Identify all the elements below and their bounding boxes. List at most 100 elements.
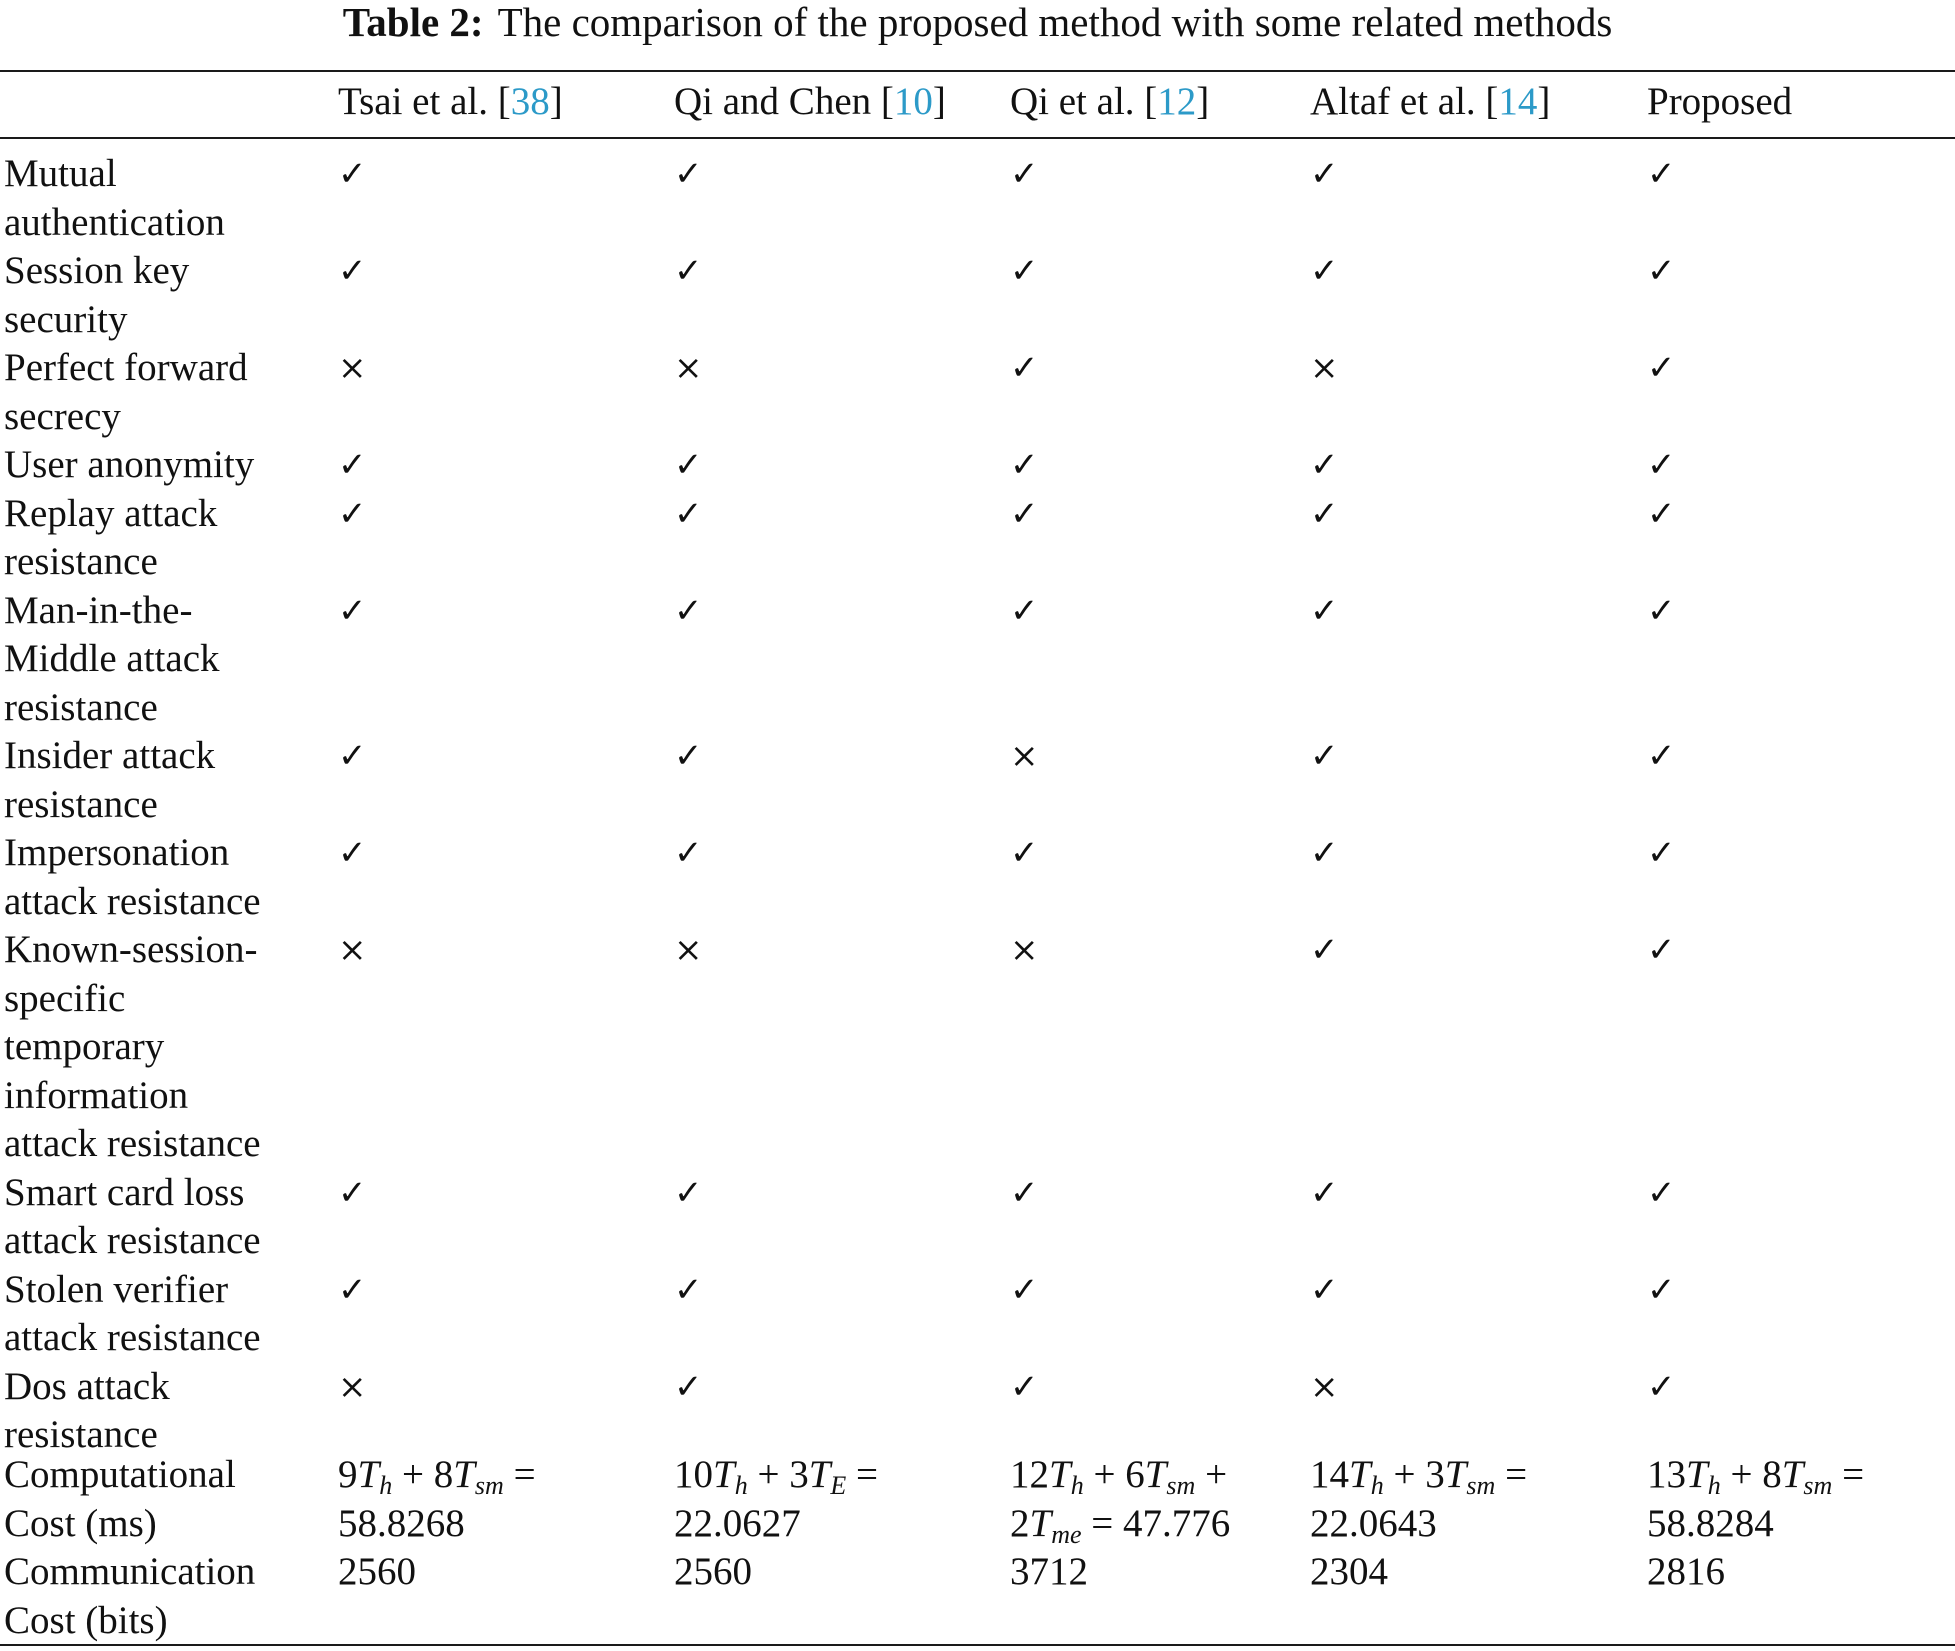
row-label-line: User anonymity — [4, 443, 255, 486]
cost-formula-result: 58.8268 — [338, 1501, 465, 1545]
check-mark-icon: ✓ — [1010, 154, 1039, 194]
check-mark-icon: ✓ — [1010, 1269, 1039, 1310]
row-label-line: attack resistance — [4, 879, 261, 923]
cost-formula: 14Th + 3Tsm = — [1310, 1453, 1528, 1500]
citation-bracket: ] — [1537, 80, 1551, 123]
check-mark-icon: ✓ — [1310, 930, 1339, 970]
row-label: User anonymity — [4, 441, 254, 490]
row-label-line: Dos attack — [4, 1364, 170, 1408]
check-mark-icon: ✓ — [338, 445, 367, 485]
check-mark-icon: ✓ — [1310, 590, 1339, 631]
check-mark-icon: ✓ — [338, 833, 367, 873]
cross-mark-icon: × — [338, 1366, 367, 1407]
column-header-name: Qi and Chen [ — [674, 80, 894, 123]
header-rule — [0, 137, 1955, 139]
row-label: Perfect forward secrecy — [4, 344, 248, 441]
top-rule — [0, 70, 1955, 72]
check-mark-icon: ✓ — [1310, 1269, 1339, 1310]
row-label-line: information — [4, 1073, 189, 1117]
cross-mark-icon: × — [338, 348, 367, 388]
cost-formula-result: 2Tme = 47.776 — [1010, 1501, 1231, 1549]
cost-value: 10Th + 3TE = 22.0627 — [674, 1451, 878, 1548]
cross-mark-icon: × — [1310, 348, 1339, 388]
check-mark-icon: ✓ — [1647, 1172, 1676, 1213]
cost-value: 2560 — [338, 1550, 416, 1593]
check-mark-icon: ✓ — [1310, 251, 1339, 291]
citation-link[interactable]: 38 — [510, 80, 550, 123]
cost-value: 3712 — [1010, 1550, 1088, 1593]
row-label: Impersonation attack resistance — [4, 829, 261, 926]
check-mark-icon: ✓ — [1647, 1269, 1676, 1310]
check-mark-icon: ✓ — [1647, 930, 1676, 970]
check-mark-icon: ✓ — [1647, 251, 1676, 291]
citation-bracket: ] — [549, 80, 563, 123]
row-label: Session key security — [4, 247, 189, 344]
check-mark-icon: ✓ — [1010, 445, 1039, 485]
column-header: Qi and Chen [10] — [674, 78, 946, 126]
cross-mark-icon: × — [1010, 736, 1039, 776]
cost-value: 14Th + 3Tsm = 22.0643 — [1310, 1451, 1527, 1548]
check-mark-icon: ✓ — [674, 445, 703, 485]
cost-formula-result: 58.8284 — [1647, 1501, 1774, 1545]
row-label-line: temporary — [4, 1025, 165, 1068]
cost-value: 2560 — [674, 1550, 752, 1593]
column-header: Proposed — [1647, 78, 1792, 126]
check-mark-icon: ✓ — [1010, 833, 1039, 873]
citation-link[interactable]: 14 — [1498, 80, 1538, 123]
cost-formula-result: 22.0643 — [1310, 1501, 1437, 1545]
row-label-line: Mutual — [4, 152, 117, 195]
row-label-line: Smart card loss — [4, 1170, 245, 1214]
citation-link[interactable]: 10 — [893, 80, 933, 123]
row-label-line: attack resistance — [4, 1316, 261, 1359]
row-label-line: authentication — [4, 200, 225, 244]
cross-mark-icon: × — [338, 930, 367, 970]
cost-formula: 13Th + 8Tsm = — [1647, 1453, 1865, 1500]
check-mark-icon: ✓ — [338, 493, 367, 534]
check-mark-icon: ✓ — [674, 1269, 703, 1310]
check-mark-icon: ✓ — [338, 154, 367, 194]
cost-value: 2304 — [1310, 1550, 1388, 1593]
row-label: Man-in-the- Middle attack resistance — [4, 587, 220, 733]
cost-value: 2816 — [1647, 1550, 1725, 1593]
row-label-line: resistance — [4, 1413, 158, 1456]
check-mark-icon: ✓ — [1010, 1172, 1039, 1213]
check-mark-icon: ✓ — [1010, 1366, 1039, 1407]
row-label-line: security — [4, 297, 128, 341]
row-label-line: Middle attack — [4, 637, 220, 680]
check-mark-icon: ✓ — [1310, 154, 1339, 194]
cross-mark-icon: × — [674, 930, 703, 970]
check-mark-icon: ✓ — [1647, 445, 1676, 485]
row-label-line: secrecy — [4, 394, 121, 438]
row-label-line: attack resistance — [4, 1219, 261, 1262]
check-mark-icon: ✓ — [1647, 348, 1676, 388]
check-mark-icon: ✓ — [1010, 348, 1039, 388]
row-label-line: specific — [4, 976, 126, 1020]
table-caption-label: Table 2: — [342, 0, 484, 45]
check-mark-icon: ✓ — [338, 251, 367, 291]
row-label-line: Stolen verifier — [4, 1267, 229, 1311]
row-label-line: Computational — [4, 1453, 236, 1496]
row-label-line: attack resistance — [4, 1122, 261, 1165]
row-label-line: Cost (ms) — [4, 1501, 157, 1545]
row-label-line: Perfect forward — [4, 346, 248, 389]
row-label-line: Impersonation — [4, 831, 230, 874]
check-mark-icon: ✓ — [338, 590, 367, 631]
check-mark-icon: ✓ — [338, 736, 367, 776]
row-label: Replay attack resistance — [4, 490, 217, 587]
row-label-line: Cost (bits) — [4, 1598, 168, 1642]
cost-value: 9Th + 8Tsm = 58.8268 — [338, 1451, 536, 1548]
citation-link[interactable]: 12 — [1157, 80, 1197, 123]
column-header-name: Proposed — [1647, 80, 1793, 123]
cross-mark-icon: × — [1310, 1366, 1339, 1407]
check-mark-icon: ✓ — [1010, 493, 1039, 534]
cross-mark-icon: × — [674, 348, 703, 388]
check-mark-icon: ✓ — [1310, 833, 1339, 873]
check-mark-icon: ✓ — [338, 1172, 367, 1213]
citation-bracket: ] — [932, 80, 946, 123]
check-mark-icon: ✓ — [1010, 590, 1039, 631]
row-label: Communication Cost (bits) — [4, 1548, 255, 1645]
column-header-name: Tsai et al. [ — [338, 80, 511, 123]
check-mark-icon: ✓ — [1647, 154, 1676, 194]
row-label: Insider attack resistance — [4, 732, 215, 829]
row-label-line: Session key — [4, 249, 190, 292]
